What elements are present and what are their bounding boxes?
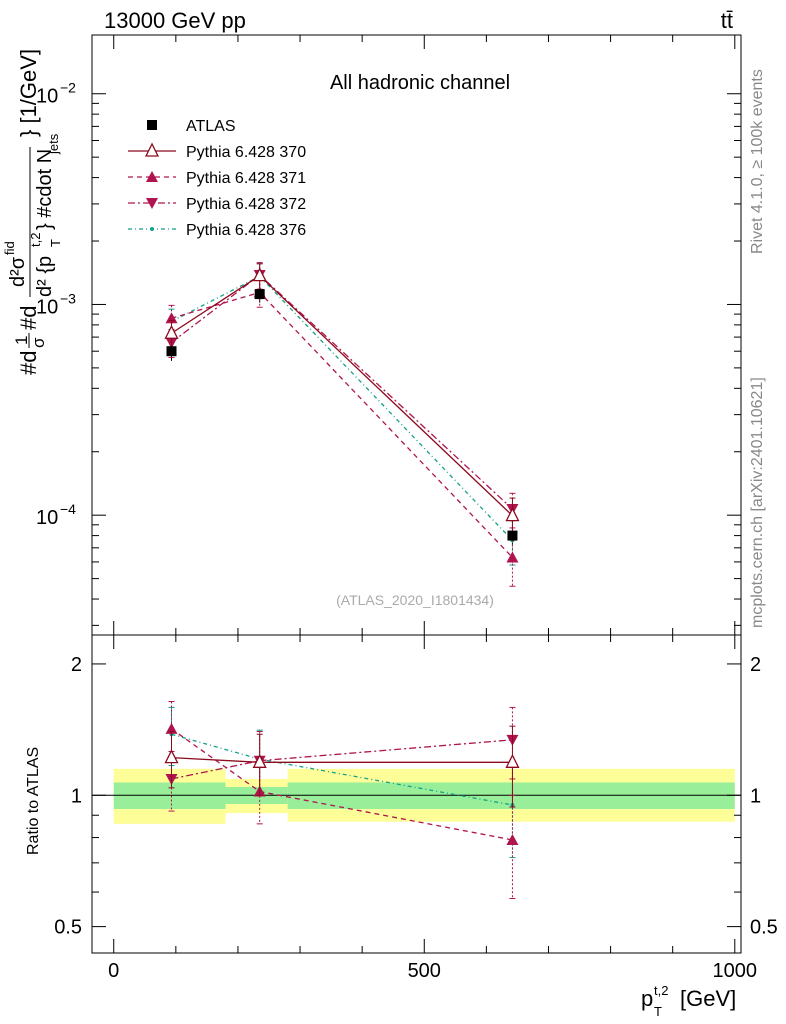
ratio-xtick-label-1: 500 xyxy=(408,960,441,982)
ylabel-big-den-sup: t,2 xyxy=(28,233,43,247)
main-title: All hadronic channel xyxy=(330,72,510,94)
main-ytick-exp-2: −2 xyxy=(60,80,76,96)
legend-marker-0 xyxy=(147,120,157,130)
ratio-ytick-label-left-1: 1 xyxy=(71,785,82,807)
ratio-point-1-2 xyxy=(506,833,519,845)
ratio-ytick-label-right-0: 0.5 xyxy=(750,917,778,939)
ylabel-big-den-a: d² {p xyxy=(34,256,56,297)
main-point-1-1 xyxy=(252,267,267,282)
legend-marker-1 xyxy=(144,142,160,157)
rivet-version-label: Rivet 4.1.0, ≥ 100k events xyxy=(749,69,766,254)
main-ytick-label-1: 10 xyxy=(36,296,58,318)
xlabel-main: p xyxy=(641,986,653,1011)
main-point-1-0 xyxy=(164,324,179,339)
ratio-panel-frame xyxy=(91,634,742,954)
ylabel-frac2: #d xyxy=(16,306,41,330)
main-point-2-2 xyxy=(506,551,519,563)
legend-marker-2 xyxy=(146,171,158,182)
header-collision-label: 13000 GeV pp xyxy=(104,8,246,33)
ylabel-big-num-sup: fid xyxy=(2,241,17,255)
main-point-1-2 xyxy=(505,507,520,522)
ratio-plot-marks xyxy=(92,701,741,899)
ratio-y-axis-label: Ratio to ATLAS xyxy=(25,747,42,855)
ylabel-big-den-b: } #cdot N xyxy=(34,149,56,230)
ratio-point-0-0 xyxy=(164,749,179,764)
ylabel-big-num: d²σ xyxy=(7,256,29,287)
main-ytick-exp-1: −3 xyxy=(60,290,76,306)
ylabel-big-den-sub2: jets xyxy=(46,133,61,155)
ratio-panel: 0.5 0.5 1 1 2 2 0 500 1000 Ratio to ATLAS p t,2 … xyxy=(25,634,778,1019)
ylabel-big-den-sub: T xyxy=(48,239,63,247)
main-plot-marks xyxy=(164,262,520,587)
legend-marker-4 xyxy=(150,227,154,231)
main-ytick-label-2: 10 xyxy=(36,86,58,108)
ratio-point-0-2 xyxy=(505,753,520,768)
ratio-series-line-0 xyxy=(171,756,513,763)
ratio-ytick-label-left-2: 2 xyxy=(71,654,82,676)
main-series-line-3 xyxy=(171,274,513,510)
ratio-ytick-label-right-1: 1 xyxy=(750,785,761,807)
ratio-ytick-label-right-2: 2 xyxy=(750,654,761,676)
xlabel-sub: T xyxy=(654,1004,662,1019)
xlabel-units: [GeV] xyxy=(680,986,736,1011)
legend-marker-3 xyxy=(146,198,158,209)
legend-label-4: Pythia 6.428 376 xyxy=(186,222,306,239)
ylabel-prefix: #d xyxy=(16,351,41,375)
header-process-label: tt̄ xyxy=(721,8,733,33)
legend: ATLAS Pythia 6.428 370 Pythia 6.428 371 Pyt… xyxy=(128,118,306,239)
main-data-point-2 xyxy=(507,530,518,541)
main-data-point-0 xyxy=(166,346,177,357)
legend-label-2: Pythia 6.428 371 xyxy=(186,170,306,187)
main-axis-ticks: 10−410−310−2 xyxy=(36,35,741,635)
x-axis-label: p t,2 T [GeV] xyxy=(641,983,736,1019)
main-y-axis-label: #d 1 σ #d d²σ fid d² {p t,2 T } #cdot N … xyxy=(2,49,63,375)
legend-label-3: Pythia 6.428 372 xyxy=(186,196,306,213)
analysis-tag: (ATLAS_2020_I1801434) xyxy=(336,592,494,608)
ratio-point-0-1 xyxy=(252,753,267,768)
main-series-line-1 xyxy=(171,274,513,517)
legend-label-1: Pythia 6.428 370 xyxy=(186,144,306,161)
mcplots-label: mcplots.cern.ch [arXiv:2401.10621] xyxy=(749,377,766,628)
ylabel-units: } [1/GeV] xyxy=(16,49,41,137)
ratio-xtick-label-2: 1000 xyxy=(713,960,758,982)
ylabel-frac1-num: 1 xyxy=(12,336,31,345)
main-panel: 10−410−310−2 All hadronic channel (ATLAS… xyxy=(2,34,742,636)
main-series-line-2 xyxy=(171,291,513,558)
xlabel-sup: t,2 xyxy=(654,983,668,998)
ylabel-frac1-den: σ xyxy=(29,337,48,348)
main-ytick-exp-0: −4 xyxy=(60,501,76,517)
ratio-ytick-label-left-0: 0.5 xyxy=(54,917,82,939)
main-series-line-4 xyxy=(171,275,513,541)
legend-label-0: ATLAS xyxy=(186,118,236,135)
main-data-point-1 xyxy=(254,289,265,300)
main-ytick-label-0: 10 xyxy=(36,507,58,529)
ratio-axis-ticks: 0.5 0.5 1 1 2 2 0 500 1000 xyxy=(54,635,778,982)
ratio-xtick-label-0: 0 xyxy=(108,960,119,982)
